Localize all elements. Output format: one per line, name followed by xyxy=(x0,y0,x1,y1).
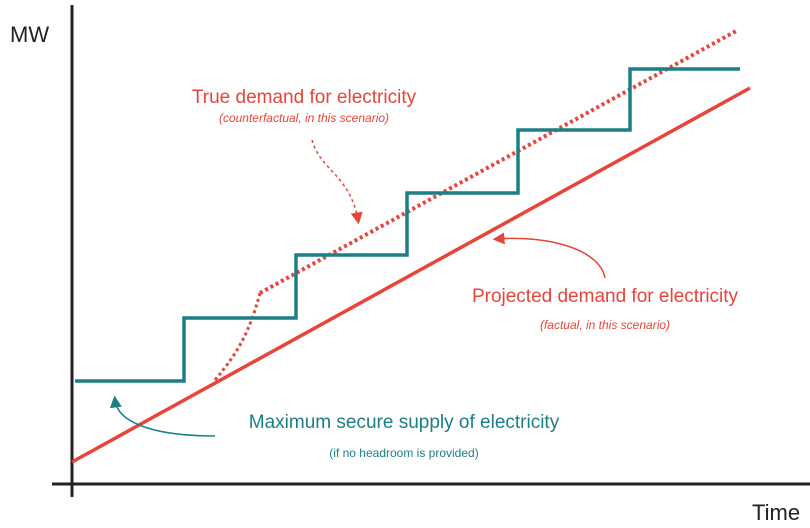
projected-demand-note: (factual, in this scenario) xyxy=(540,318,670,332)
true-demand-note: (counterfactual, in this scenario) xyxy=(219,111,389,125)
true-demand-line xyxy=(259,28,739,295)
projected-demand-line xyxy=(71,86,751,464)
true-demand-title: True demand for electricity xyxy=(192,87,417,108)
supply-arrow xyxy=(109,395,216,437)
projected-demand-title: Projected demand for electricity xyxy=(472,286,739,307)
projected-demand-arrow xyxy=(492,232,606,279)
supply-step-line xyxy=(75,67,740,383)
supply-note: (if no headroom is provided) xyxy=(329,446,478,460)
x-axis-label: Time xyxy=(752,500,800,525)
supply-title: Maximum secure supply of electricity xyxy=(249,412,560,433)
y-axis-label: MW xyxy=(10,22,49,47)
true-demand-divergence xyxy=(213,292,262,381)
true-demand-arrow xyxy=(311,139,363,225)
